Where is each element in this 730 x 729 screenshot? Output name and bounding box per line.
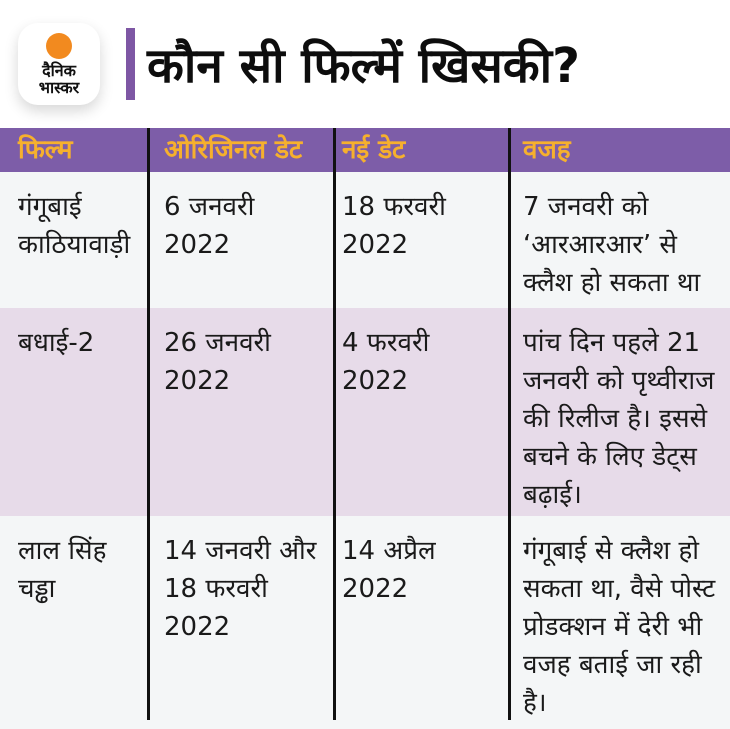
column-header-reason: वजह — [523, 135, 571, 165]
film-name: बधाई-2 — [18, 328, 95, 358]
logo-line1: दैनिक — [42, 60, 76, 80]
table-row: लाल सिंह चड्ढा 14 जनवरी और 18 फरवरी 2022… — [0, 516, 730, 729]
table-header-row: फिल्म ओरिजिनल डेट नई डेट वजह — [0, 128, 730, 172]
logo-text: दैनिक भास्कर — [39, 62, 79, 96]
column-divider — [333, 128, 336, 720]
film-name: गंगूबाई काठियावाड़ी — [18, 192, 131, 260]
original-date: 14 जनवरी और 18 फरवरी 2022 — [164, 536, 317, 642]
reason: 7 जनवरी को ‘आरआरआर’ से क्लैश हो सकता था — [523, 192, 701, 298]
column-divider — [147, 128, 150, 720]
page-title: कौन सी फिल्में खिसकी? — [147, 37, 580, 94]
films-table: फिल्म ओरिजिनल डेट नई डेट वजह गंगूबाई काठ… — [0, 128, 730, 729]
original-date: 6 जनवरी 2022 — [164, 192, 255, 260]
film-name: लाल सिंह चड्ढा — [18, 536, 107, 604]
table-row: गंगूबाई काठियावाड़ी 6 जनवरी 2022 18 फरवर… — [0, 172, 730, 308]
original-date: 26 जनवरी 2022 — [164, 328, 271, 396]
column-header-film: फिल्म — [18, 135, 73, 165]
new-date: 14 अप्रैल 2022 — [342, 536, 436, 604]
masthead: दैनिक भास्कर कौन सी फिल्में खिसकी? — [0, 0, 730, 128]
column-divider — [508, 128, 511, 720]
table-row: बधाई-2 26 जनवरी 2022 4 फरवरी 2022 पांच द… — [0, 308, 730, 516]
sun-icon — [46, 32, 72, 59]
new-date: 4 फरवरी 2022 — [342, 328, 430, 396]
logo-line2: भास्कर — [38, 77, 80, 97]
dainik-bhaskar-logo: दैनिक भास्कर — [18, 23, 100, 105]
reason: पांच दिन पहले 21 जनवरी को पृथ्वीराज की र… — [523, 328, 715, 510]
new-date: 18 फरवरी 2022 — [342, 192, 446, 260]
reason: गंगूबाई से क्लैश हो सकता था, वैसे पोस्ट … — [523, 536, 716, 718]
column-header-original-date: ओरिजिनल डेट — [164, 135, 303, 165]
column-header-new-date: नई डेट — [342, 135, 406, 165]
title-accent-bar — [126, 28, 135, 100]
